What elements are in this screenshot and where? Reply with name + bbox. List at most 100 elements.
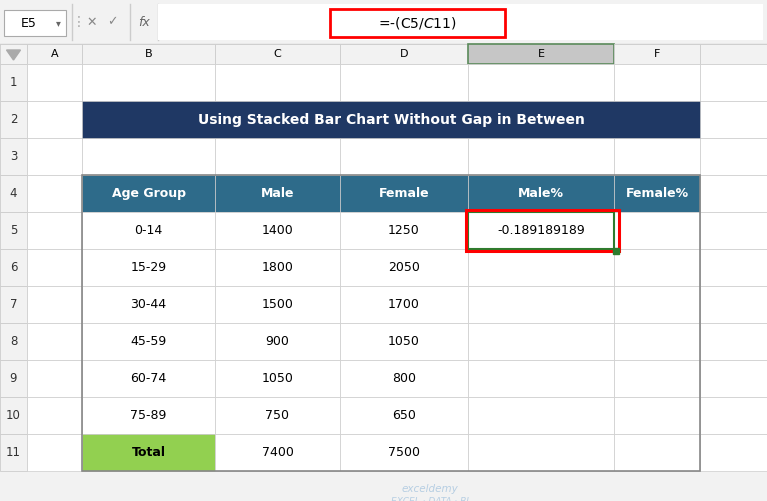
Bar (215, 323, 340, 360)
Text: 7: 7 (10, 298, 17, 311)
Bar (215, 397, 340, 434)
Bar (158, 4, 763, 40)
Bar (0, 175, 27, 212)
Text: 1400: 1400 (262, 224, 293, 237)
Text: 750: 750 (265, 409, 289, 422)
Bar (700, 286, 767, 323)
Bar (215, 249, 340, 286)
Bar (340, 175, 468, 212)
Text: ✕: ✕ (87, 16, 97, 29)
Text: Male: Male (261, 187, 295, 200)
Bar (614, 434, 700, 471)
Bar (215, 360, 340, 397)
Text: E5: E5 (21, 17, 37, 30)
Text: 800: 800 (392, 372, 416, 385)
Bar (468, 101, 614, 138)
Bar (82, 286, 215, 323)
Bar (27, 249, 82, 286)
Bar (340, 397, 468, 434)
Bar (27, 44, 82, 64)
Bar (82, 323, 215, 360)
Text: Age Group: Age Group (111, 187, 186, 200)
Bar (82, 64, 215, 101)
Text: D: D (400, 49, 408, 59)
Text: 1800: 1800 (262, 261, 294, 274)
Bar (468, 397, 614, 434)
Bar (614, 323, 700, 360)
Text: 8: 8 (10, 335, 17, 348)
Bar (82, 212, 215, 249)
Bar (468, 286, 614, 323)
Bar (468, 138, 614, 175)
Bar (82, 323, 215, 360)
Text: Using Stacked Bar Chart Without Gap in Between: Using Stacked Bar Chart Without Gap in B… (198, 113, 584, 126)
Bar (700, 64, 767, 101)
Bar (340, 360, 468, 397)
Text: 1: 1 (10, 76, 17, 89)
Bar (215, 212, 340, 249)
Bar (340, 323, 468, 360)
Bar (614, 101, 700, 138)
Bar (468, 323, 614, 360)
Bar (82, 138, 215, 175)
Bar (82, 175, 215, 212)
Bar (82, 397, 215, 434)
Text: 5: 5 (10, 224, 17, 237)
Bar (700, 138, 767, 175)
Bar (215, 397, 340, 434)
Bar (340, 286, 468, 323)
Bar (614, 397, 700, 434)
Bar (614, 212, 700, 249)
Text: C: C (274, 49, 281, 59)
Bar (0, 101, 27, 138)
Bar (82, 397, 215, 434)
Bar (614, 323, 700, 360)
Text: -0.189189189: -0.189189189 (497, 224, 585, 237)
Bar (0, 64, 27, 101)
Text: 1050: 1050 (388, 335, 420, 348)
Bar (215, 323, 340, 360)
Text: 4: 4 (10, 187, 17, 200)
Text: 7500: 7500 (388, 446, 420, 459)
Text: 1050: 1050 (262, 372, 294, 385)
Text: A: A (51, 49, 58, 59)
Bar (468, 249, 614, 286)
Bar (27, 101, 82, 138)
Bar (700, 249, 767, 286)
Bar (340, 249, 468, 286)
Bar (82, 175, 215, 212)
Bar (82, 249, 215, 286)
Text: 9: 9 (10, 372, 17, 385)
Bar (468, 175, 614, 212)
Bar (215, 286, 340, 323)
Bar (340, 323, 468, 360)
Bar (614, 138, 700, 175)
Bar (468, 212, 614, 249)
Bar (700, 323, 767, 360)
Bar (215, 360, 340, 397)
Polygon shape (6, 50, 21, 60)
Bar (340, 212, 468, 249)
Bar (215, 175, 340, 212)
Bar (468, 286, 614, 323)
Bar (340, 249, 468, 286)
Bar (614, 249, 700, 286)
Text: 1700: 1700 (388, 298, 420, 311)
Text: 15-29: 15-29 (130, 261, 166, 274)
Text: 900: 900 (265, 335, 289, 348)
Bar (82, 360, 215, 397)
Bar (215, 138, 340, 175)
Text: -0.189189189: -0.189189189 (497, 224, 585, 237)
Bar (0, 249, 27, 286)
Text: 650: 650 (392, 409, 416, 422)
Bar (27, 212, 82, 249)
Bar (215, 44, 340, 64)
Bar (82, 44, 215, 64)
Bar (614, 212, 700, 249)
Bar (82, 360, 215, 397)
Bar (340, 64, 468, 101)
Text: 45-59: 45-59 (130, 335, 166, 348)
Text: 3: 3 (10, 150, 17, 163)
Bar (340, 44, 468, 64)
Bar (614, 434, 700, 471)
